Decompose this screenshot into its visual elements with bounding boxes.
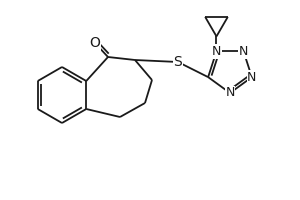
Text: O: O — [90, 36, 101, 50]
Text: N: N — [225, 86, 235, 99]
Text: N: N — [247, 71, 256, 84]
Text: N: N — [212, 45, 221, 58]
Text: S: S — [174, 55, 182, 69]
Text: N: N — [239, 45, 248, 58]
